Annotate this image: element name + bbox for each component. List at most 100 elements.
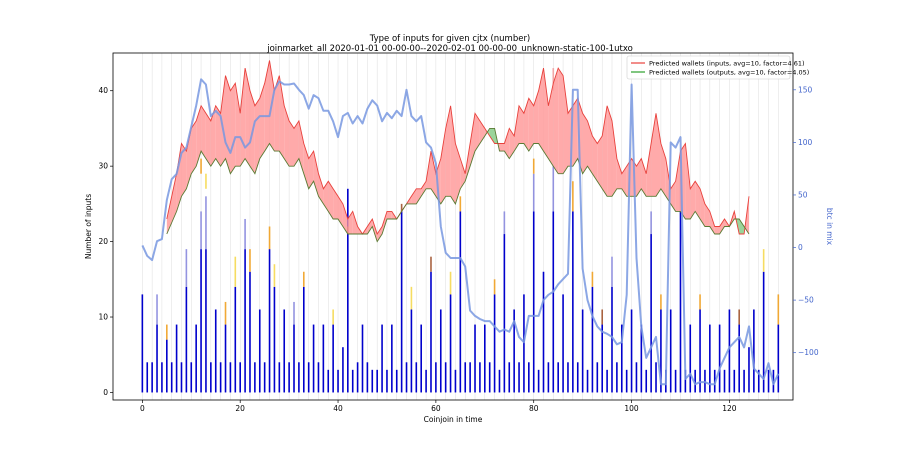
bar [381,324,383,393]
x-tick-label: 60 [431,404,441,413]
fill-segment [323,181,329,212]
bar-segment [224,301,227,325]
fill-segment [475,113,480,152]
fill-segment [347,211,353,234]
fill-segment [523,98,529,152]
bar [366,362,369,393]
bar [650,234,652,393]
bar [679,211,682,393]
bar [283,309,286,393]
bar [141,294,144,393]
fill-segment [719,219,725,234]
fill-segment [548,83,554,167]
fill-segment [602,105,608,197]
bar [327,369,330,393]
fill-segment [230,83,236,174]
y-tick-label: 10 [98,313,108,322]
y2-tick-label: 100 [798,138,813,147]
fill-segment [553,68,559,174]
bar [430,271,432,393]
bar [185,286,188,393]
fill-segment [690,181,696,219]
bar-segment [601,309,604,325]
fill-segment [582,113,588,174]
bar [273,286,276,393]
bar [258,309,261,393]
bar [723,369,726,393]
bar [625,369,628,393]
bar [689,324,692,393]
bar [170,362,173,393]
bars [141,68,780,393]
y2-tick-label: 150 [798,85,813,94]
bar-segment [205,173,207,189]
fill-segment [421,181,427,197]
y-tick-label: 0 [103,388,108,397]
bar [337,369,339,393]
bar [435,362,437,393]
btc-line [141,78,780,386]
legend-label-outputs: Predicted wallets (outputs, avg=10, fact… [649,68,809,76]
bar [635,362,638,393]
fill-segment [440,128,446,204]
bar [234,286,237,393]
bar [488,362,491,393]
bar [439,309,442,393]
bar-segment [532,158,535,174]
bar [479,362,481,393]
bar [567,362,569,393]
bar [322,324,325,393]
bar [175,324,178,393]
bar-segment [591,271,594,287]
x-tick-label: 120 [722,404,737,413]
bar [611,286,613,393]
bar-segment [302,271,305,287]
plot-frame [112,52,794,401]
fill-segment [651,113,656,197]
bar [288,362,290,393]
bar-segment [738,309,740,325]
fill-segment [499,143,505,152]
bar [743,369,745,393]
bar [205,249,207,393]
btc-in-mix-line [141,78,780,386]
bar [669,309,672,393]
bar [684,369,687,393]
fill-segment [739,219,745,234]
bar [410,309,413,393]
bar [214,309,217,393]
bar [562,294,564,393]
bar-segment [268,226,271,250]
bar [572,211,574,393]
bar [581,309,584,393]
legend-box [626,55,791,80]
bar [508,362,511,393]
fill-segment [470,113,475,167]
fill-segment [387,211,392,219]
bar [254,362,256,393]
bar-segment [200,211,202,250]
fill-segment [342,203,348,234]
bar [244,249,246,393]
fill-segment [656,113,661,197]
bar [151,362,153,393]
bar [694,369,696,393]
bar-segment [410,286,413,310]
bar [493,294,496,393]
bar [219,362,222,393]
bar-segment [185,249,188,287]
bar-segment [493,279,496,295]
fill-segment [504,128,510,159]
bar [552,211,555,393]
bar [464,362,467,393]
x-tick-label: 100 [624,404,639,413]
bar [351,369,354,393]
bar [332,324,334,393]
fill-segment [587,120,593,174]
bar-segment [244,218,246,250]
outputs-line [166,127,750,243]
bar-segment [532,173,535,212]
fill-segment [382,211,387,234]
bar [356,362,359,393]
x-tick-label: 0 [140,404,145,413]
